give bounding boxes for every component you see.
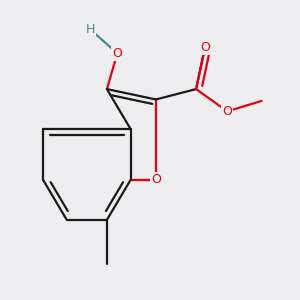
Text: O: O	[151, 173, 161, 186]
Text: O: O	[112, 47, 122, 60]
Text: O: O	[200, 41, 210, 54]
Text: O: O	[222, 105, 232, 118]
Text: H: H	[86, 23, 95, 36]
